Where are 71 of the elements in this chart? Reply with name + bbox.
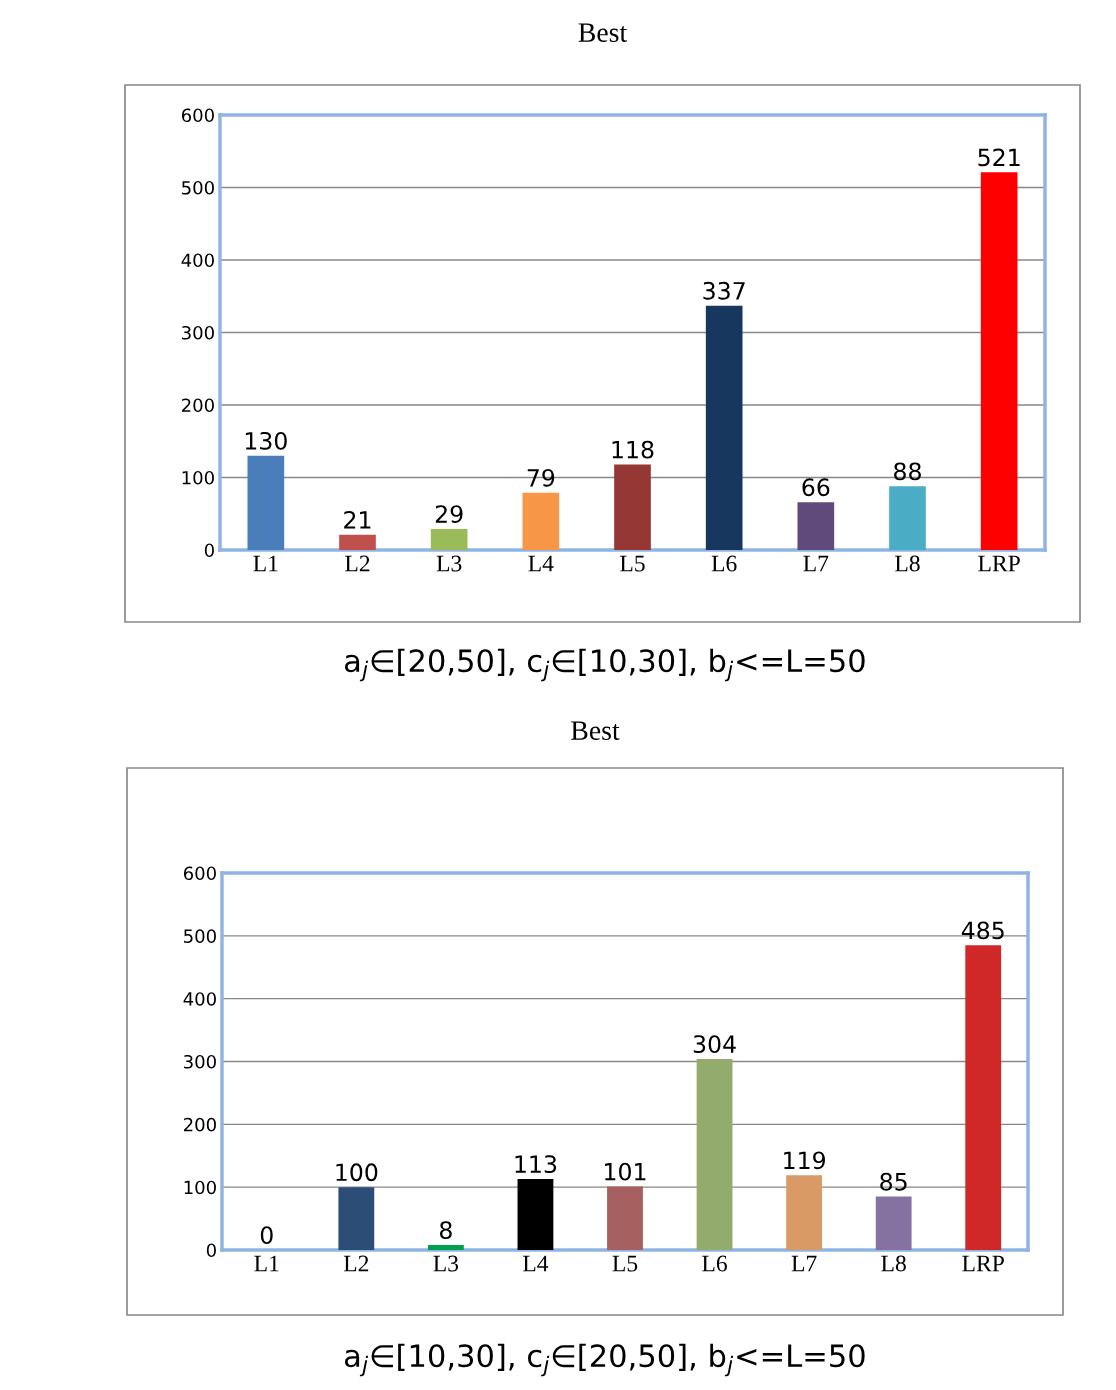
y-tick-label: 300 xyxy=(184,1054,216,1069)
x-tick-label: L2 xyxy=(345,555,370,572)
data-label: 130 xyxy=(245,431,287,450)
data-label: 8 xyxy=(439,1221,452,1240)
bar xyxy=(522,492,560,550)
bar xyxy=(339,534,376,550)
data-label: 66 xyxy=(802,478,830,497)
bar xyxy=(430,528,468,550)
bar xyxy=(705,305,743,550)
x-tick-label: L4 xyxy=(523,1255,549,1272)
bar xyxy=(786,1175,823,1250)
x-tick-label: L1 xyxy=(253,555,278,572)
bar xyxy=(889,486,926,550)
x-tick-label: L3 xyxy=(436,555,462,572)
bar xyxy=(797,502,835,550)
x-tick-label: L2 xyxy=(343,1255,369,1272)
y-tick-label: 100 xyxy=(182,470,214,485)
data-label: 119 xyxy=(784,1151,825,1170)
data-label: 29 xyxy=(435,505,463,524)
x-tick-label: L4 xyxy=(528,555,554,572)
y-tick-label: 500 xyxy=(182,180,214,195)
x-tick-label: L5 xyxy=(620,555,645,572)
bar xyxy=(614,464,651,550)
text: a$_{j}$∈[20,50], c$_{j}$∈[10,30], b$_{j}$<=L=50 xyxy=(344,648,865,682)
data-label: 113 xyxy=(515,1155,557,1174)
x-tick-label: L8 xyxy=(895,555,920,572)
y-tick-label: 400 xyxy=(181,253,214,268)
y-tick-label: 100 xyxy=(184,1180,216,1195)
bar xyxy=(965,945,1002,1250)
data-label: 100 xyxy=(336,1163,378,1182)
data-label: 521 xyxy=(978,148,1020,167)
x-tick-label: L7 xyxy=(791,1255,817,1272)
bar xyxy=(517,1179,554,1250)
y-tick-label: 200 xyxy=(184,1117,216,1132)
y-tick-label: 500 xyxy=(184,929,216,943)
data-label: 337 xyxy=(703,281,745,300)
x-tick-label: L8 xyxy=(881,1255,906,1272)
chart-title: Best xyxy=(571,721,620,740)
bar xyxy=(875,1196,912,1250)
x-tick-label: L5 xyxy=(612,1255,638,1272)
x-tick-label: L6 xyxy=(711,555,737,572)
bar xyxy=(247,455,285,550)
data-label: 85 xyxy=(880,1172,907,1191)
y-tick-label: 0 xyxy=(204,543,214,558)
data-label: 79 xyxy=(527,468,555,487)
x-tick-label: LRP xyxy=(978,555,1020,572)
y-tick-label: 200 xyxy=(182,398,214,413)
bar xyxy=(427,1244,464,1250)
x-tick-label: LRP xyxy=(962,1255,1004,1272)
bar xyxy=(980,172,1018,550)
x-tick-label: L7 xyxy=(803,555,829,572)
data-label: 21 xyxy=(344,510,371,529)
y-tick-label: 300 xyxy=(182,325,214,340)
x-tick-label: L3 xyxy=(433,1255,459,1272)
y-tick-label: 600 xyxy=(183,866,216,881)
data-label: 101 xyxy=(605,1162,646,1181)
bar xyxy=(607,1186,643,1250)
y-tick-label: 600 xyxy=(181,108,214,123)
chart-title: Best xyxy=(578,23,628,42)
text: a$_{j}$∈[10,30], c$_{j}$∈[20,50], b$_{j}$<=L=50 xyxy=(344,1343,865,1377)
data-label: 0 xyxy=(260,1226,273,1245)
x-tick-label: L6 xyxy=(702,1255,727,1272)
x-tick-label: L1 xyxy=(254,1255,279,1272)
bar xyxy=(696,1058,733,1250)
data-label: 88 xyxy=(894,462,921,481)
y-tick-label: 0 xyxy=(206,1243,216,1258)
data-label: 304 xyxy=(693,1035,736,1054)
data-label: 118 xyxy=(612,440,654,459)
data-label: 485 xyxy=(961,921,1004,940)
bar xyxy=(338,1187,375,1250)
y-tick-label: 400 xyxy=(183,992,216,1006)
